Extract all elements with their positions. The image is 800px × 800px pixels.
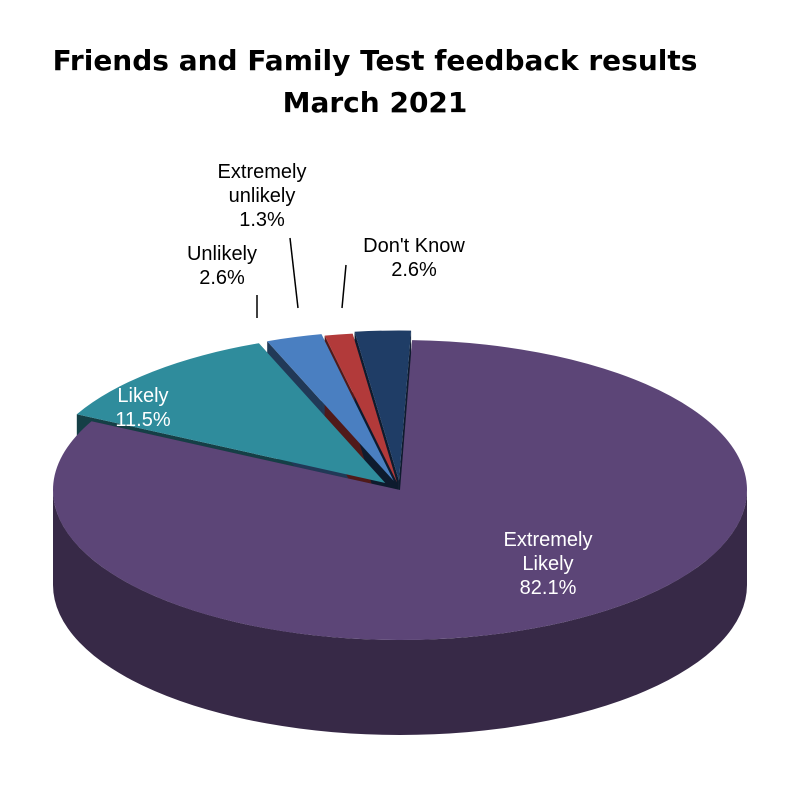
chart-title-line-1: Friends and Family Test feedback results bbox=[52, 44, 698, 77]
pie-slice-unlikely bbox=[267, 334, 394, 481]
chart-title-line-2: March 2021 bbox=[282, 86, 468, 119]
data-label-likely: Likely 11.5% bbox=[115, 385, 170, 431]
leader-line-3 bbox=[289, 237, 299, 309]
data-label-extremely-likely: Extremely Likely 82.1% bbox=[504, 529, 593, 599]
pie-slice-likely bbox=[76, 343, 386, 483]
data-label-don-t-know: Don't Know 2.6% bbox=[363, 235, 465, 281]
leader-line-4 bbox=[341, 264, 347, 309]
slice-rim-0-0 bbox=[53, 490, 747, 735]
pie-slice-extremely-unlikely bbox=[324, 333, 397, 483]
chart-title: Friends and Family Test feedback results… bbox=[0, 40, 750, 124]
data-label-unlikely: Unlikely 2.6% bbox=[187, 243, 257, 289]
pie-slice-don-t-know bbox=[354, 330, 412, 481]
data-label-extremely-unlikely: Extremely unlikely 1.3% bbox=[218, 161, 307, 231]
pie-slice-extremely-likely bbox=[53, 340, 748, 640]
pie-tops bbox=[53, 330, 748, 640]
